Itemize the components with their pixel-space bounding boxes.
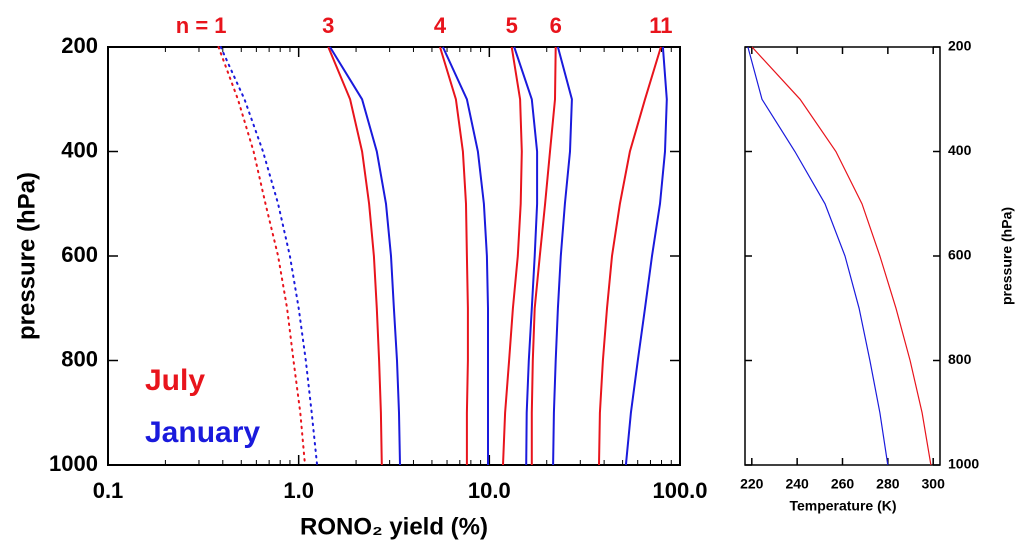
curve-label: 3 (322, 13, 334, 38)
curve-label: 11 (649, 13, 672, 38)
y-tick-label: 1000 (49, 451, 98, 476)
profile-line (747, 46, 889, 466)
curve-label: n = 1 (176, 13, 227, 38)
y-tick-label: 400 (948, 142, 972, 158)
x-tick-label: 300 (922, 476, 946, 492)
y-tick-label: 600 (61, 242, 98, 267)
profile-line (219, 46, 319, 466)
y-tick-label: 800 (61, 346, 98, 371)
profile-line (624, 46, 668, 466)
y-tick-label: 1000 (948, 456, 979, 472)
legend-entry: January (145, 416, 260, 449)
profile-line (329, 46, 401, 466)
profile-line (530, 46, 557, 465)
x-tick-label: 260 (831, 476, 855, 492)
curve-label: 4 (434, 13, 447, 38)
x-tick-label: 220 (740, 476, 764, 492)
y-tick-label: 800 (948, 351, 972, 367)
profile-line (327, 46, 383, 466)
profile-line (552, 46, 573, 466)
x-tick-label: 10.0 (468, 478, 511, 503)
x-tick-label: 240 (785, 476, 809, 492)
left-frame (107, 46, 681, 466)
profile-line (502, 46, 523, 466)
curve-label: 6 (550, 13, 562, 38)
profile-line (598, 46, 662, 466)
y-axis-label: pressure (hPa) (13, 172, 40, 340)
x-tick-label: 0.1 (93, 478, 124, 503)
curve-label: 5 (506, 13, 518, 38)
y-tick-label: 400 (61, 137, 98, 162)
right-frame (744, 46, 941, 466)
x-tick-label: 100.0 (652, 478, 707, 503)
profile-line (217, 46, 306, 466)
legend-entry: July (145, 364, 205, 397)
profile-line (751, 46, 932, 466)
profile-line (441, 46, 489, 465)
x-tick-label: 280 (876, 476, 900, 492)
y-tick-label: 600 (948, 247, 972, 263)
x-axis-label: RONO₂ yield (%) (300, 513, 488, 540)
y-tick-label: 200 (61, 33, 98, 58)
x-tick-label: 1.0 (283, 478, 314, 503)
y-axis-label: pressure (hPa) (999, 207, 1015, 305)
y-tick-label: 200 (948, 38, 972, 54)
profile-line (439, 46, 469, 465)
x-axis-label: Temperature (K) (789, 498, 896, 514)
profile-line (513, 46, 539, 466)
